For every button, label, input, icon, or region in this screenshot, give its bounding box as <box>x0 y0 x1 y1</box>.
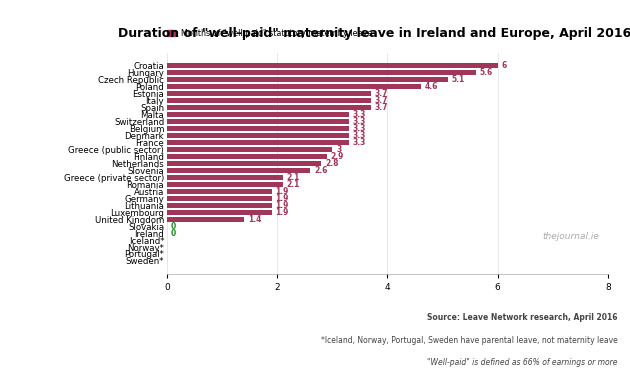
Legend: Months of "well-paid" statutory maternity leave: Months of "well-paid" statutory maternit… <box>166 28 372 38</box>
Text: 4.6: 4.6 <box>425 82 438 91</box>
Text: 3.7: 3.7 <box>375 89 388 98</box>
Bar <box>167 140 349 145</box>
Bar <box>167 175 283 180</box>
Bar <box>167 133 349 138</box>
Text: 5.1: 5.1 <box>452 75 465 84</box>
Text: 1.9: 1.9 <box>275 194 289 203</box>
Text: 1.9: 1.9 <box>275 208 289 217</box>
Bar <box>167 77 448 82</box>
Text: 3: 3 <box>336 145 341 154</box>
Bar <box>167 147 332 152</box>
Bar <box>167 203 272 208</box>
Text: 2.1: 2.1 <box>287 173 300 182</box>
Text: 1.9: 1.9 <box>275 201 289 210</box>
Text: 3.3: 3.3 <box>353 117 366 126</box>
Text: 6: 6 <box>501 61 507 70</box>
Bar <box>167 217 244 222</box>
Text: "Well-paid" is defined as 66% of earnings or more: "Well-paid" is defined as 66% of earning… <box>427 358 617 367</box>
Bar <box>167 126 349 131</box>
Text: 0: 0 <box>171 222 176 231</box>
Bar <box>167 154 327 159</box>
Bar <box>167 105 371 110</box>
Text: *Iceland, Norway, Portugal, Sweden have parental leave, not maternity leave: *Iceland, Norway, Portugal, Sweden have … <box>321 336 617 345</box>
Text: 2.8: 2.8 <box>325 159 339 168</box>
Text: thejournal.ie: thejournal.ie <box>543 232 600 241</box>
Text: 3.3: 3.3 <box>353 124 366 133</box>
Text: 2.6: 2.6 <box>314 166 328 175</box>
Text: 2.1: 2.1 <box>287 180 300 189</box>
Text: 5.6: 5.6 <box>479 68 493 77</box>
Text: 3.3: 3.3 <box>353 131 366 140</box>
Text: 3.7: 3.7 <box>375 103 388 112</box>
Bar <box>167 91 371 96</box>
Bar <box>167 168 310 173</box>
Text: 0: 0 <box>171 229 176 238</box>
Bar <box>167 196 272 201</box>
Text: 3.3: 3.3 <box>353 110 366 119</box>
Bar <box>167 210 272 215</box>
Text: 3.3: 3.3 <box>353 138 366 147</box>
Bar <box>167 161 321 166</box>
Text: 2.9: 2.9 <box>331 152 344 161</box>
Text: Source: Leave Network research, April 2016: Source: Leave Network research, April 20… <box>427 314 617 323</box>
Bar <box>167 84 420 89</box>
Text: 3.7: 3.7 <box>375 96 388 105</box>
Bar <box>167 182 283 187</box>
Bar <box>167 188 272 194</box>
Text: Duration of "well-paid" maternity leave in Ireland and Europe, April 2016: Duration of "well-paid" maternity leave … <box>118 27 630 40</box>
Text: 1.4: 1.4 <box>248 215 261 224</box>
Bar <box>167 98 371 103</box>
Text: 1.9: 1.9 <box>275 187 289 196</box>
Bar <box>167 119 349 124</box>
Bar <box>167 70 476 75</box>
Bar <box>167 112 349 117</box>
Bar <box>167 63 498 68</box>
